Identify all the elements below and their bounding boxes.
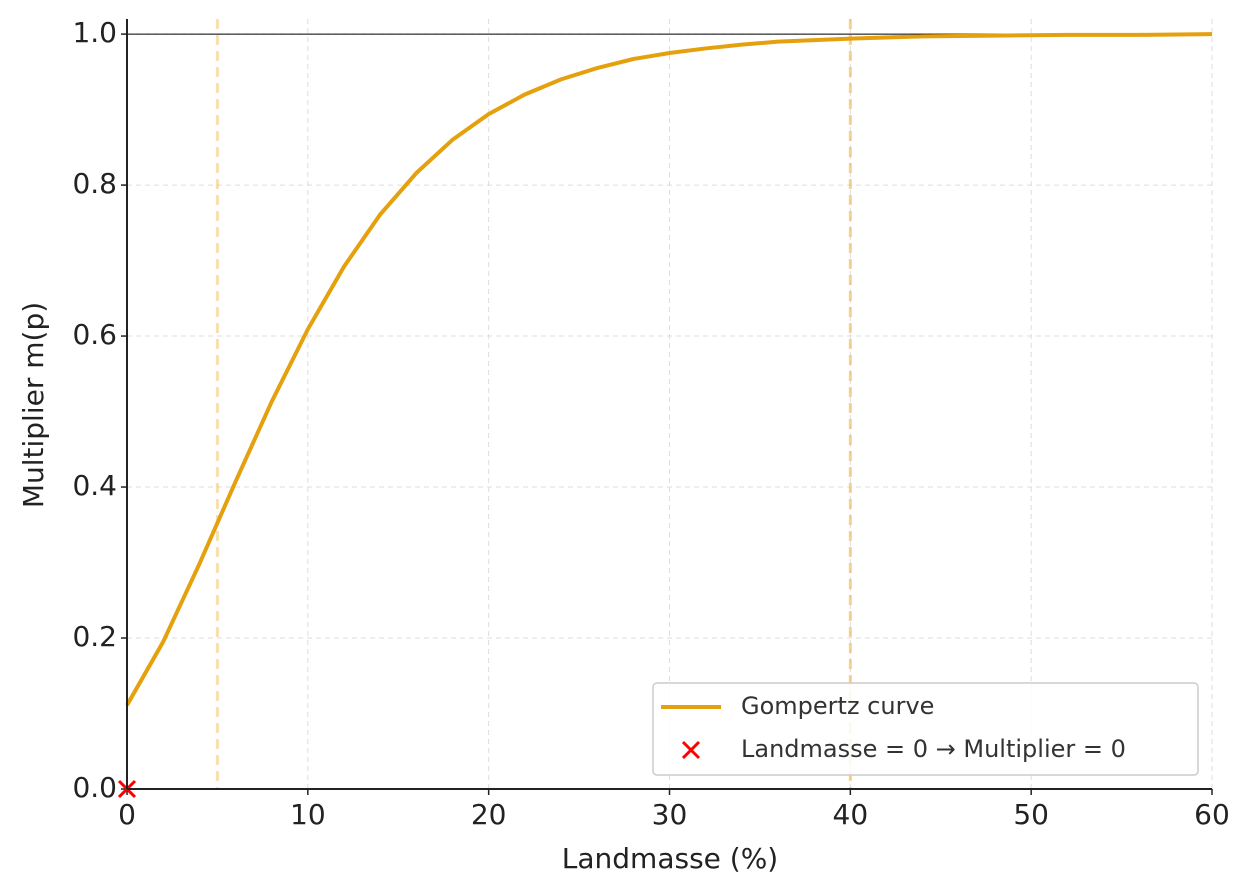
y-tick-label: 1.0 xyxy=(72,16,117,49)
x-tick-label: 0 xyxy=(118,798,136,831)
line-series xyxy=(125,32,1213,707)
legend-swatch xyxy=(681,740,701,760)
y-tick-label: 0.0 xyxy=(72,771,117,804)
y-tick-label: 0.2 xyxy=(72,620,117,653)
legend-label: Landmasse = 0 → Multiplier = 0 xyxy=(741,735,1126,763)
x-tick-label: 50 xyxy=(1013,798,1049,831)
x-tick-label: 20 xyxy=(471,798,507,831)
y-tick-label: 0.8 xyxy=(72,167,117,200)
y-tick-label: 0.6 xyxy=(72,318,117,351)
x-axis-label: Landmasse (%) xyxy=(562,842,778,875)
y-tick-label: 0.4 xyxy=(72,469,117,502)
x-tick-label: 30 xyxy=(652,798,688,831)
x-tick-label: 60 xyxy=(1194,798,1230,831)
legend-box xyxy=(652,682,1199,776)
y-axis-label: Multiplier m(p) xyxy=(17,302,50,508)
legend: Gompertz curve Landmasse = 0 → Multiplier… xyxy=(652,682,1199,776)
x-tick-label: 40 xyxy=(833,798,869,831)
legend-label: Gompertz curve xyxy=(741,692,934,720)
x-tick-label: 10 xyxy=(290,798,326,831)
